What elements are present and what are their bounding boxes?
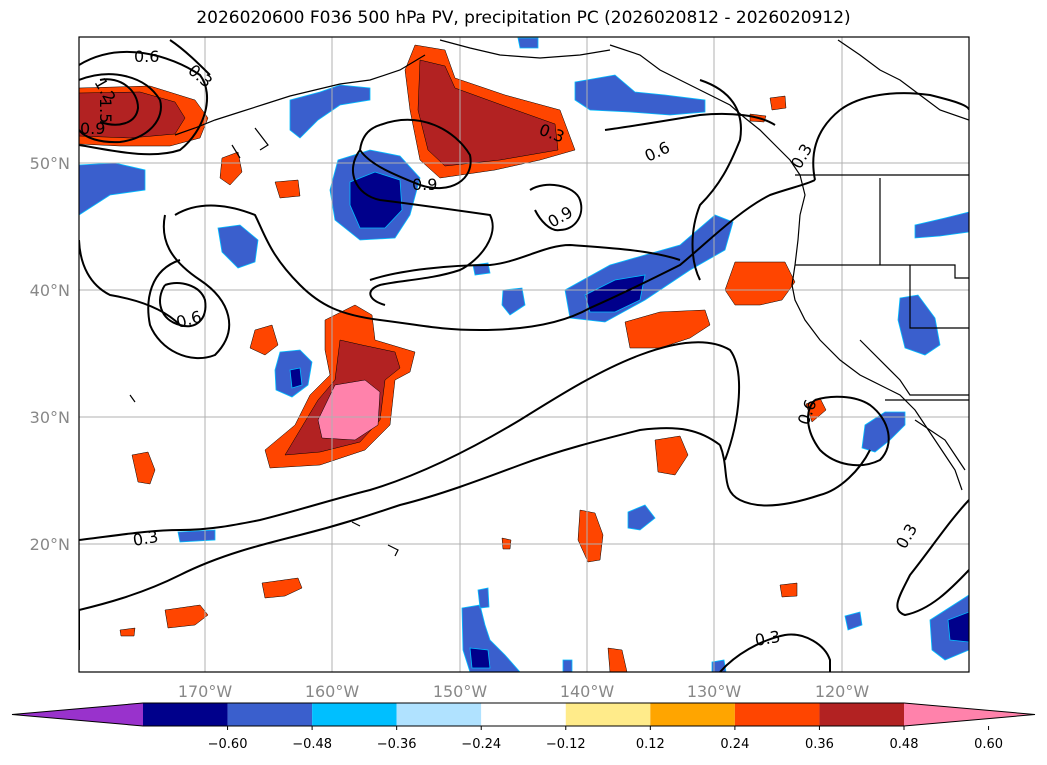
lon-label: 160°W xyxy=(305,682,360,701)
colorbar-tick-label: 0.60 xyxy=(974,737,1003,752)
lat-label: 30°N xyxy=(30,408,70,427)
contour-label: 0.9 xyxy=(80,119,105,138)
colorbar-segment xyxy=(650,703,735,726)
lon-label: 140°W xyxy=(560,682,615,701)
colorbar-tick-label: 0.48 xyxy=(890,737,919,752)
map-plot-area: 0.6 0.3 1.2 1.5 0.9 0.9 0.3 0.6 0.3 0.9 … xyxy=(79,37,969,672)
colorbar-segment xyxy=(819,703,904,726)
colorbar-segment xyxy=(565,703,651,726)
map-title: 2026020600 F036 500 hPa PV, precipitatio… xyxy=(196,8,851,28)
colorbar-tick-label: 0.36 xyxy=(805,737,834,752)
lat-label: 40°N xyxy=(30,281,70,300)
lat-label: 20°N xyxy=(30,535,70,554)
colorbar-segment xyxy=(481,703,566,726)
lat-label: 50°N xyxy=(30,154,70,173)
colorbar-extend-high xyxy=(904,703,1035,726)
colorbar-segment xyxy=(396,703,482,726)
lon-label: 150°W xyxy=(433,682,488,701)
positive-precip-anomalies xyxy=(79,44,827,672)
colorbar-extend-low xyxy=(12,703,143,726)
lon-label: 120°W xyxy=(815,682,870,701)
contour-label: 0.3 xyxy=(131,527,159,550)
colorbar: −0.60 −0.48 −0.36 −0.24 −0.12 0.12 0.24 0.36 0.4… xyxy=(11,702,1036,752)
colorbar-tick-label: −0.48 xyxy=(292,737,332,752)
contour-label: 0.3 xyxy=(753,627,781,650)
colorbar-tick-label: −0.36 xyxy=(377,737,417,752)
colorbar-tick-label: −0.60 xyxy=(208,737,248,752)
colorbar-tick-label: 0.12 xyxy=(636,737,665,752)
map-frame xyxy=(78,36,970,673)
colorbar-segment xyxy=(312,703,397,726)
colorbar-tick-label: −0.24 xyxy=(461,737,501,752)
colorbar-segment xyxy=(227,703,313,726)
colorbar-segment xyxy=(734,703,820,726)
colorbar-outline xyxy=(11,702,1036,727)
colorbar-segment xyxy=(143,703,228,726)
pv-contours xyxy=(79,39,969,672)
colorbar-tick-label: −0.12 xyxy=(546,737,586,752)
latitude-labels: 50°N 40°N 30°N 20°N xyxy=(30,154,70,554)
longitude-labels: 170°W 160°W 150°W 140°W 130°W 120°W xyxy=(178,682,870,701)
contour-label: 0.9 xyxy=(412,175,437,194)
lon-label: 170°W xyxy=(178,682,233,701)
colorbar-tick-label: 0.24 xyxy=(720,737,749,752)
contour-label: 1.5 xyxy=(96,98,115,123)
contour-label: 0.6 xyxy=(134,47,159,66)
lon-label: 130°W xyxy=(687,682,742,701)
coastlines xyxy=(129,39,969,557)
